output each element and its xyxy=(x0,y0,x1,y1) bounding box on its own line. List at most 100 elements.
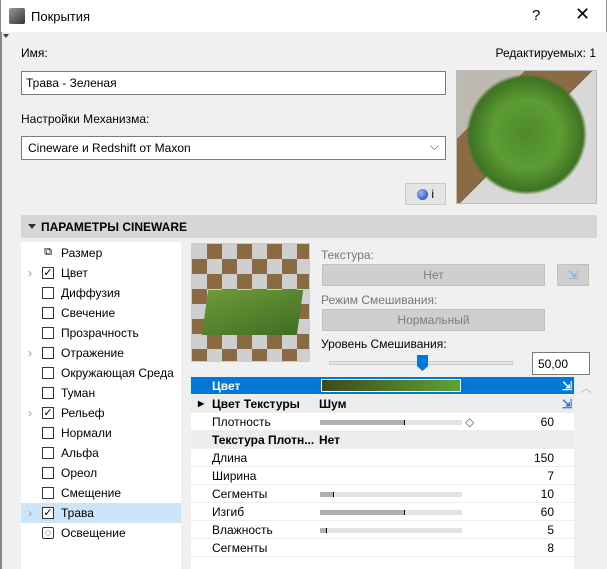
parameter-row[interactable]: Цвет ⇲ xyxy=(191,377,574,395)
close-button[interactable]: ✕ xyxy=(575,4,591,24)
channel-list: ⧉ Размер › ✓ Цвет Диффузия Свечение Прозрачност… xyxy=(21,242,181,569)
engine-select[interactable]: Cineware и Redshift от Maxon ⌵ xyxy=(21,136,446,160)
channel-checkbox[interactable]: ✓ xyxy=(42,267,54,279)
chevron-right-icon[interactable]: › xyxy=(28,346,32,360)
channel-checkbox[interactable]: ✓ xyxy=(42,507,54,519)
slider-fill xyxy=(320,420,406,425)
expand-triangle-icon[interactable]: ▶ xyxy=(198,399,205,408)
channel-checkbox[interactable]: ✓ xyxy=(42,407,54,419)
param-number[interactable]: 150 xyxy=(533,451,554,465)
channel-label: Свечение xyxy=(61,306,116,320)
blend-level-label: Уровень Смешивания: xyxy=(321,337,447,351)
param-slider[interactable] xyxy=(320,528,462,533)
parameter-row[interactable]: Влажность 5 xyxy=(191,521,574,539)
chevron-right-icon[interactable]: › xyxy=(28,506,32,520)
slider-fill xyxy=(320,510,406,515)
material-preview xyxy=(456,70,597,204)
name-input[interactable]: Трава - Зеленая xyxy=(21,71,446,95)
param-number[interactable]: 8 xyxy=(547,541,554,555)
param-name: Длина xyxy=(212,451,248,465)
parameter-row[interactable]: Длина 150 xyxy=(191,449,574,467)
channel-label: Диффузия xyxy=(61,286,121,300)
param-number[interactable]: 5 xyxy=(547,523,554,537)
cineware-info-button[interactable]: i xyxy=(405,183,446,205)
channel-label: Смещение xyxy=(61,486,122,500)
param-name: Сегменты xyxy=(212,541,268,555)
channel-checkbox[interactable] xyxy=(42,307,54,319)
channel-item[interactable]: › ✓ Трава xyxy=(21,503,181,523)
param-number[interactable]: 10 xyxy=(540,487,554,501)
param-number[interactable]: 7 xyxy=(547,469,554,483)
channel-item[interactable]: Альфа xyxy=(21,443,181,463)
param-name: Текстура Плотн... xyxy=(212,433,315,447)
channel-item[interactable]: › Отражение xyxy=(21,343,181,363)
name-label: Имя: xyxy=(21,46,48,60)
texture-button[interactable]: Нет xyxy=(322,264,545,286)
scroll-up-icon[interactable]: ︿ xyxy=(580,381,593,395)
load-file-icon[interactable]: ⇲ xyxy=(561,379,572,393)
channel-item[interactable]: › ✓ Рельеф xyxy=(21,403,181,423)
section-header-cineware[interactable]: ПАРАМЕТРЫ CINEWARE xyxy=(21,215,597,238)
param-slider[interactable] xyxy=(320,420,462,425)
channel-item[interactable]: › ✓ Цвет xyxy=(21,263,181,283)
param-name: Изгиб xyxy=(212,505,245,519)
channel-checkbox[interactable] xyxy=(42,487,54,499)
help-button[interactable]: ? xyxy=(532,7,541,24)
collapse-triangle-icon[interactable] xyxy=(3,34,9,38)
load-file-icon[interactable]: ⇲ xyxy=(561,397,572,411)
keyframe-icon[interactable]: ◇ xyxy=(465,415,475,429)
channel-item[interactable]: Туман xyxy=(21,383,181,403)
parameter-row[interactable]: Плотность ◇ 60 xyxy=(191,413,574,431)
channel-label: Освещение xyxy=(61,526,126,540)
parameter-row[interactable]: Сегменты 8 xyxy=(191,539,574,557)
channel-checkbox[interactable] xyxy=(42,347,54,359)
parameter-row[interactable]: Ширина 7 xyxy=(191,467,574,485)
param-name: Влажность xyxy=(212,523,273,537)
scrollbar[interactable]: ︿ xyxy=(574,377,600,569)
channel-item[interactable]: ◌ Освещение xyxy=(21,523,181,543)
channel-item[interactable]: Прозрачность xyxy=(21,323,181,343)
param-name: Плотность xyxy=(212,415,271,429)
channel-checkbox[interactable] xyxy=(42,327,54,339)
parameter-row[interactable]: ▶ Цвет Текстуры Шум ⇲ xyxy=(191,395,574,413)
param-name: Сегменты xyxy=(212,487,268,501)
channel-item[interactable]: Смещение xyxy=(21,483,181,503)
param-slider[interactable] xyxy=(320,492,462,497)
blend-level-slider[interactable] xyxy=(329,355,513,371)
channel-checkbox[interactable] xyxy=(42,447,54,459)
param-slider[interactable] xyxy=(320,510,462,515)
chevron-down-icon: ⌵ xyxy=(429,139,439,153)
channel-checkbox[interactable] xyxy=(42,367,54,379)
texture-load-button[interactable]: ⇲ xyxy=(557,264,589,286)
chevron-right-icon[interactable]: › xyxy=(28,406,32,420)
channel-item[interactable]: ⧉ Размер xyxy=(21,243,181,263)
param-number[interactable]: 60 xyxy=(540,505,554,519)
light-icon: ◌ xyxy=(42,527,54,539)
blend-level-input[interactable]: 50,00 xyxy=(532,352,590,375)
channel-checkbox[interactable] xyxy=(42,287,54,299)
slider-fill xyxy=(320,492,335,497)
load-file-icon: ⇲ xyxy=(567,268,579,282)
channel-item[interactable]: Диффузия xyxy=(21,283,181,303)
channel-item[interactable]: Свечение xyxy=(21,303,181,323)
parameter-row[interactable]: Сегменты 10 xyxy=(191,485,574,503)
channel-item[interactable]: Окружающая Среда xyxy=(21,363,181,383)
parameter-row[interactable]: Изгиб 60 xyxy=(191,503,574,521)
param-name: Ширина xyxy=(212,469,257,483)
channel-checkbox[interactable] xyxy=(42,467,54,479)
cineware-logo-icon xyxy=(416,189,428,201)
chevron-right-icon[interactable]: › xyxy=(28,266,32,280)
param-number[interactable]: 60 xyxy=(540,415,554,429)
color-swatch[interactable] xyxy=(321,379,461,392)
param-name: Цвет Текстуры xyxy=(212,397,300,411)
parameter-table: Цвет ⇲ ▶ Цвет Текстуры Шум ⇲ Плотность ◇ 60 Текст… xyxy=(191,377,574,569)
engine-label: Настройки Механизма: xyxy=(21,112,150,126)
blend-mode-select[interactable]: Нормальный xyxy=(322,309,545,331)
channel-checkbox[interactable] xyxy=(42,427,54,439)
channel-checkbox[interactable] xyxy=(42,387,54,399)
param-value: Нет xyxy=(319,433,341,447)
parameter-row[interactable]: Текстура Плотн... Нет xyxy=(191,431,574,449)
channel-item[interactable]: Ореол xyxy=(21,463,181,483)
slider-thumb[interactable] xyxy=(417,355,428,371)
channel-item[interactable]: Нормали xyxy=(21,423,181,443)
